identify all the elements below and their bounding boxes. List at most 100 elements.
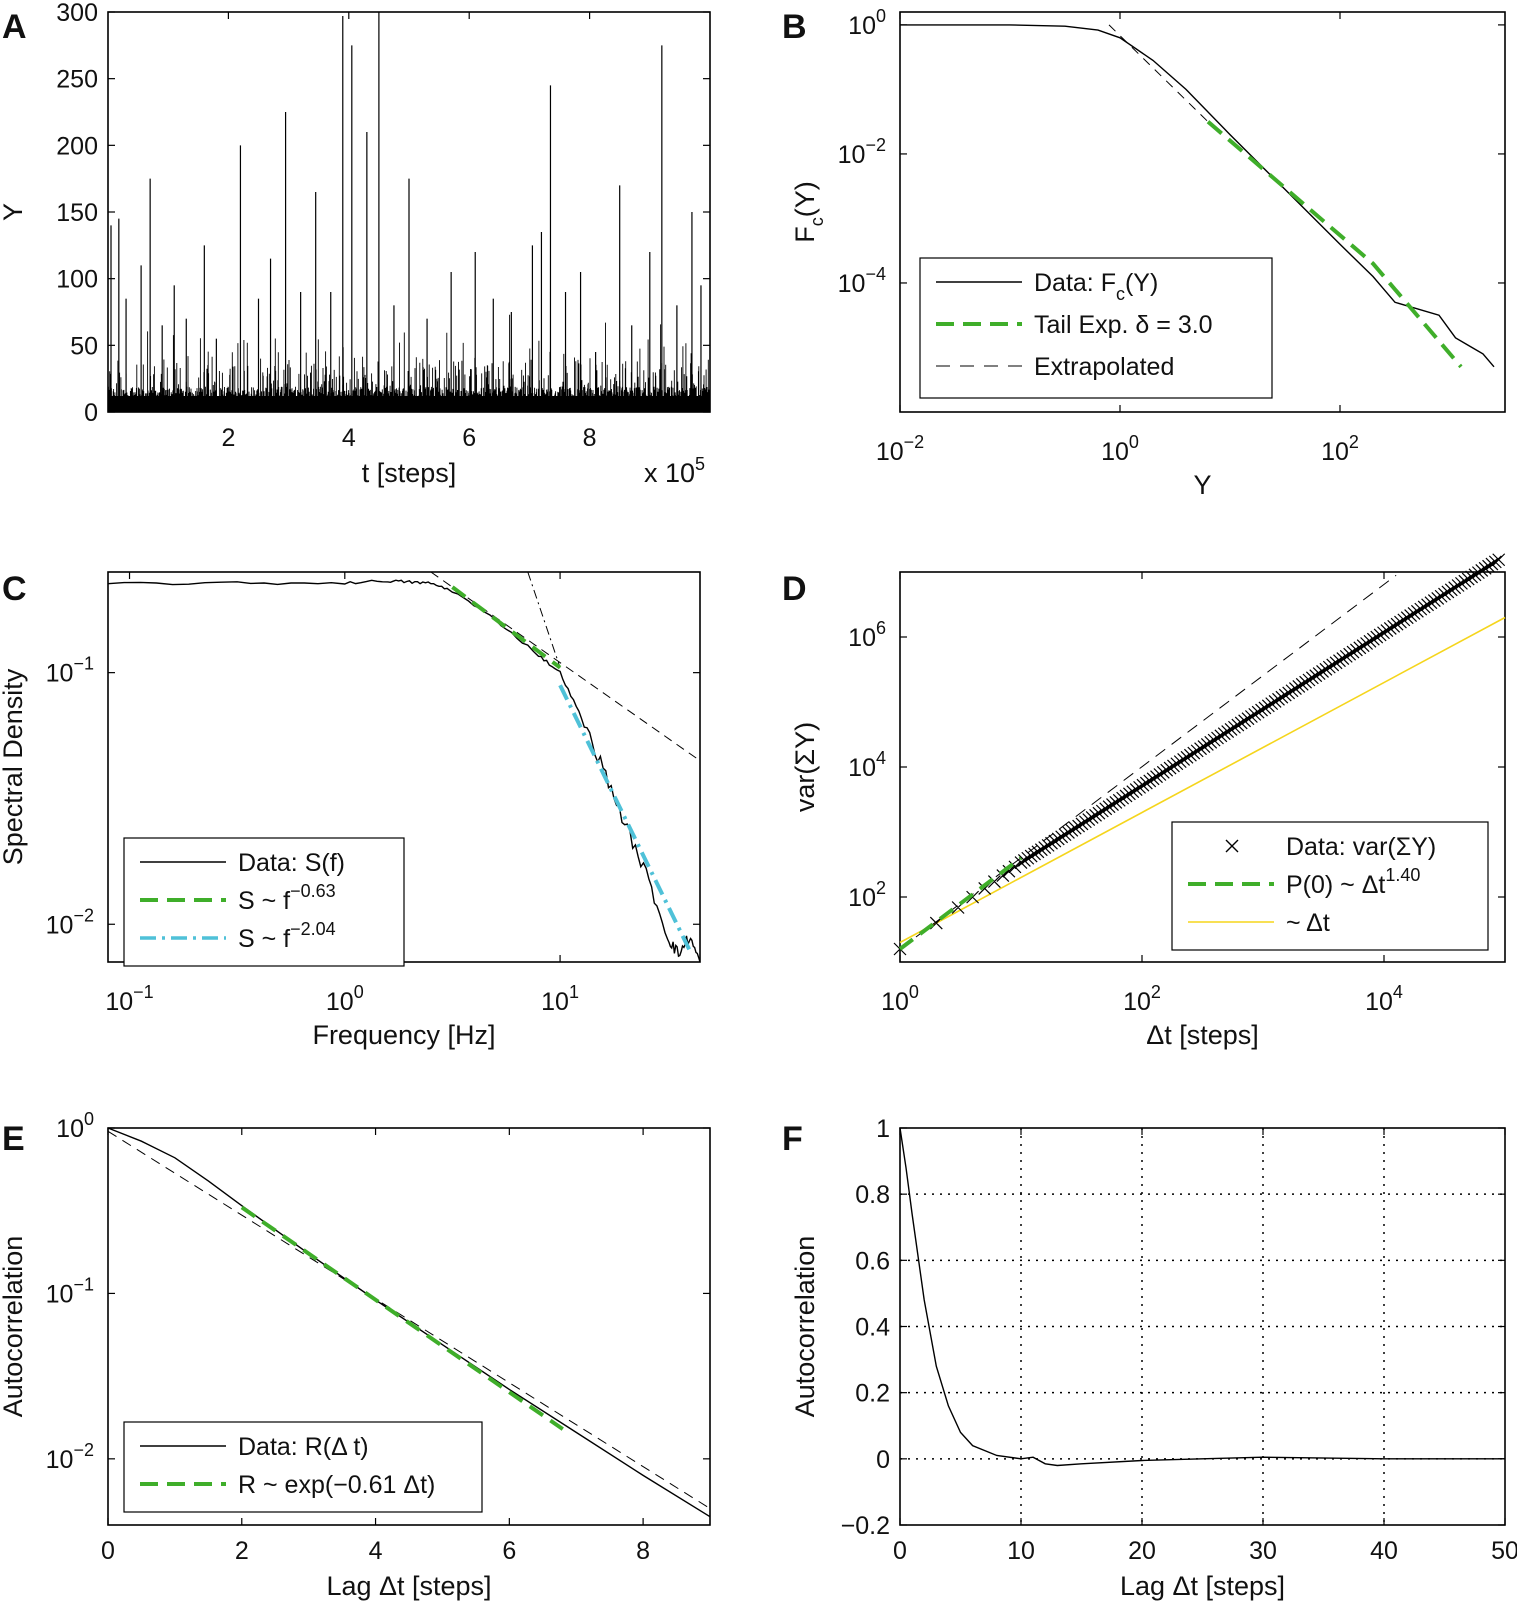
x-tick-label: 0: [893, 1537, 907, 1565]
x-axis-label: Δt [steps]: [1146, 1020, 1259, 1050]
fit-line-2: [558, 684, 691, 951]
y-tick-label: 10−1: [46, 1274, 94, 1308]
fit-line: [898, 856, 1023, 951]
y-axis-label: Autocorrelation: [0, 1236, 28, 1418]
series-y: [108, 12, 710, 412]
panel-a: 2 4 6 8 0 50 100 150 200 250 300 t [steps] Y Ax 105: [0, 0, 711, 488]
axes-frame: [899, 11, 1506, 413]
fit-line: [240, 1205, 564, 1431]
y-axis-label: Y: [0, 203, 28, 221]
x-axis-label: Y: [1193, 470, 1211, 500]
x-tick-label: 30: [1249, 1537, 1277, 1565]
y-tick-label: 0: [876, 1446, 890, 1474]
x-tick-label: 0: [101, 1537, 115, 1565]
y-tick-label: 150: [56, 199, 98, 227]
y-axis-label: Fc(Y): [790, 181, 827, 243]
x-axis-label: Lag Δt [steps]: [326, 1571, 491, 1601]
x-tick-label: 50: [1491, 1537, 1517, 1565]
y-tick-label: 10−2: [46, 1440, 94, 1474]
x-tick-label: 100: [881, 982, 919, 1016]
y-tick-label: 0.6: [855, 1247, 890, 1275]
y-tick-label: 0.2: [855, 1380, 890, 1408]
x-tick-label: 100: [326, 982, 364, 1016]
y-tick-label: 200: [56, 132, 98, 160]
legend-label: P(0) ~ Δt1.40: [1286, 865, 1420, 899]
y-tick-label: −0.2: [841, 1512, 890, 1540]
x-tick-label: 8: [583, 424, 597, 452]
legend-label: Extrapolated: [1034, 353, 1174, 381]
legend-label: Data: R(Δ t): [238, 1433, 369, 1461]
panel-letter-d: D: [782, 570, 807, 608]
x-tick-label: 4: [342, 424, 356, 452]
x-axis-label: t [steps]: [362, 458, 457, 488]
legend-label: ~ Δt: [1286, 909, 1330, 937]
panel-letter-b: B: [782, 8, 807, 46]
extrapolated-line-1: [430, 571, 701, 762]
y-tick-label: 0.4: [855, 1314, 890, 1342]
panel-d: 100 102 104 102 104 106 Δt [steps] var(ΣY) D Data…: [782, 553, 1506, 1050]
y-tick-label: 1: [876, 1115, 890, 1143]
x-tick-label: 10: [1007, 1537, 1035, 1565]
panel-letter-c: C: [2, 570, 27, 608]
axes-frame: [107, 1127, 711, 1526]
legend-swatch: [1225, 839, 1239, 853]
x-tick-label: 104: [1365, 982, 1403, 1016]
y-tick-label: 100: [56, 266, 98, 294]
y-tick-label: 104: [848, 748, 886, 782]
x-tick-label: 102: [1321, 432, 1359, 466]
y-axis-label: Spectral Density: [0, 668, 28, 865]
linear-line: [899, 616, 1506, 944]
extrapolated-line-2: [527, 571, 561, 668]
legend-label: Data: S(f): [238, 849, 345, 877]
y-tick-label: 250: [56, 66, 98, 94]
x-tick-label: 20: [1128, 1537, 1156, 1565]
x-axis-label: Frequency [Hz]: [312, 1020, 495, 1050]
y-tick-label: 10−2: [46, 905, 94, 939]
data-line: [900, 24, 1495, 368]
y-tick-label: 106: [848, 618, 886, 652]
y-tick-label: 102: [848, 878, 886, 912]
x-tick-label: 2: [235, 1537, 249, 1565]
fit-line-1: [451, 585, 562, 670]
panel-e: 0 2 4 6 8 100 10−1 10−2 Lag Δt [steps] Autocorrel…: [0, 1109, 711, 1601]
legend-e: [123, 1421, 483, 1513]
x-axis-label: Lag Δt [steps]: [1120, 1571, 1285, 1601]
legend-label: R ~ exp(−0.61 Δt): [238, 1471, 435, 1499]
panel-letter-a: A: [2, 8, 27, 46]
extrapolated-line: [1108, 24, 1209, 123]
y-tick-label: 10−2: [838, 135, 886, 169]
x-tick-label: 4: [369, 1537, 383, 1565]
x-tick-label: 2: [221, 424, 235, 452]
legend-label: Data: Fc(Y): [1034, 269, 1158, 304]
y-tick-label: 0.8: [855, 1181, 890, 1209]
y-tick-label: 10−1: [46, 654, 94, 688]
y-tick-label: 100: [56, 1109, 94, 1143]
panel-letter-f: F: [782, 1120, 803, 1158]
x-tick-label: 6: [502, 1537, 516, 1565]
x-tick-label: 6: [462, 424, 476, 452]
y-tick-label: 100: [848, 6, 886, 40]
y-tick-label: 0: [84, 399, 98, 427]
x-tick-label: 102: [1123, 982, 1161, 1016]
legend-label: Tail Exp. δ = 3.0: [1034, 311, 1213, 339]
x-tick-label: 100: [1101, 432, 1139, 466]
y-tick-label: 50: [70, 332, 98, 360]
x-tick-label: 10−1: [105, 982, 153, 1016]
legend-label: S ~ f−0.63: [238, 881, 336, 915]
y-tick-label: 300: [56, 0, 98, 27]
x-tick-label: 8: [636, 1537, 650, 1565]
x-tick-label: 101: [541, 982, 579, 1016]
panel-c: 10−1 100 101 10−1 10−2 Frequency [Hz] Spectral…: [0, 570, 701, 1050]
data-line: [107, 579, 701, 963]
axes-frame: [899, 1127, 1506, 1526]
tail-fit-line: [1206, 120, 1463, 369]
panel-b: 10−2 100 102 100 10−2 10−4 Y Fc(Y) B Data: Fc(Y) T…: [782, 6, 1506, 500]
data-line: [899, 1127, 1505, 1467]
legend-label: Data: var(ΣY): [1286, 833, 1436, 861]
x-tick-label: 40: [1370, 1537, 1398, 1565]
legend-label: S ~ f−2.04: [238, 919, 336, 953]
y-axis-label: var(ΣY): [790, 722, 820, 812]
y-axis-label: Autocorrelation: [790, 1236, 820, 1418]
